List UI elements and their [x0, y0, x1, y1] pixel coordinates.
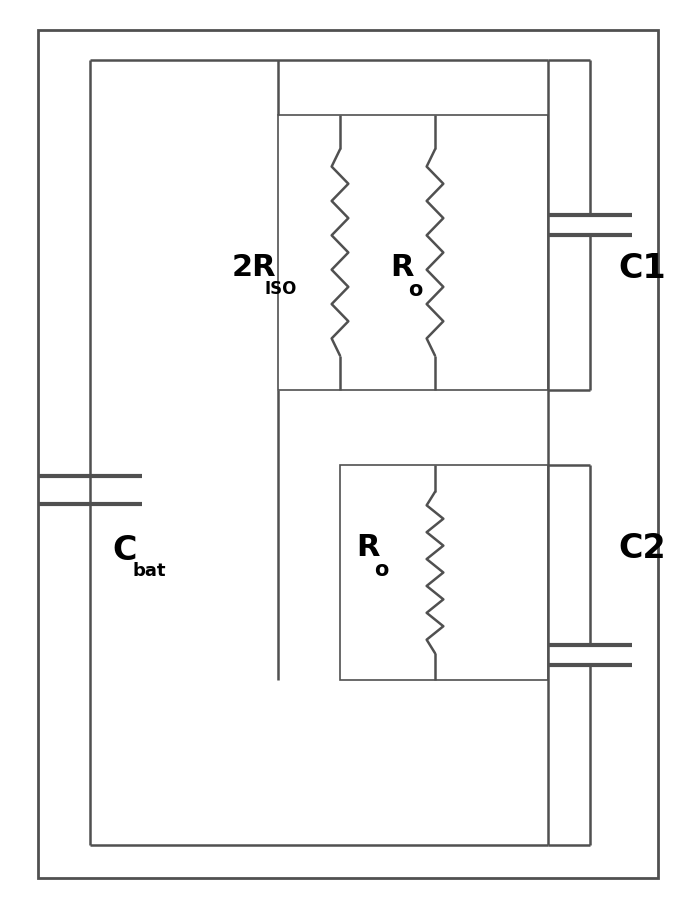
Text: C1: C1	[618, 251, 665, 285]
Text: R: R	[390, 254, 413, 282]
Text: o: o	[408, 280, 422, 300]
Text: ISO: ISO	[265, 280, 297, 298]
Text: R: R	[356, 533, 379, 562]
Text: C: C	[112, 533, 136, 567]
Text: bat: bat	[133, 562, 166, 580]
Text: 2R: 2R	[232, 254, 276, 282]
Text: o: o	[374, 560, 388, 580]
Text: C2: C2	[618, 531, 665, 564]
